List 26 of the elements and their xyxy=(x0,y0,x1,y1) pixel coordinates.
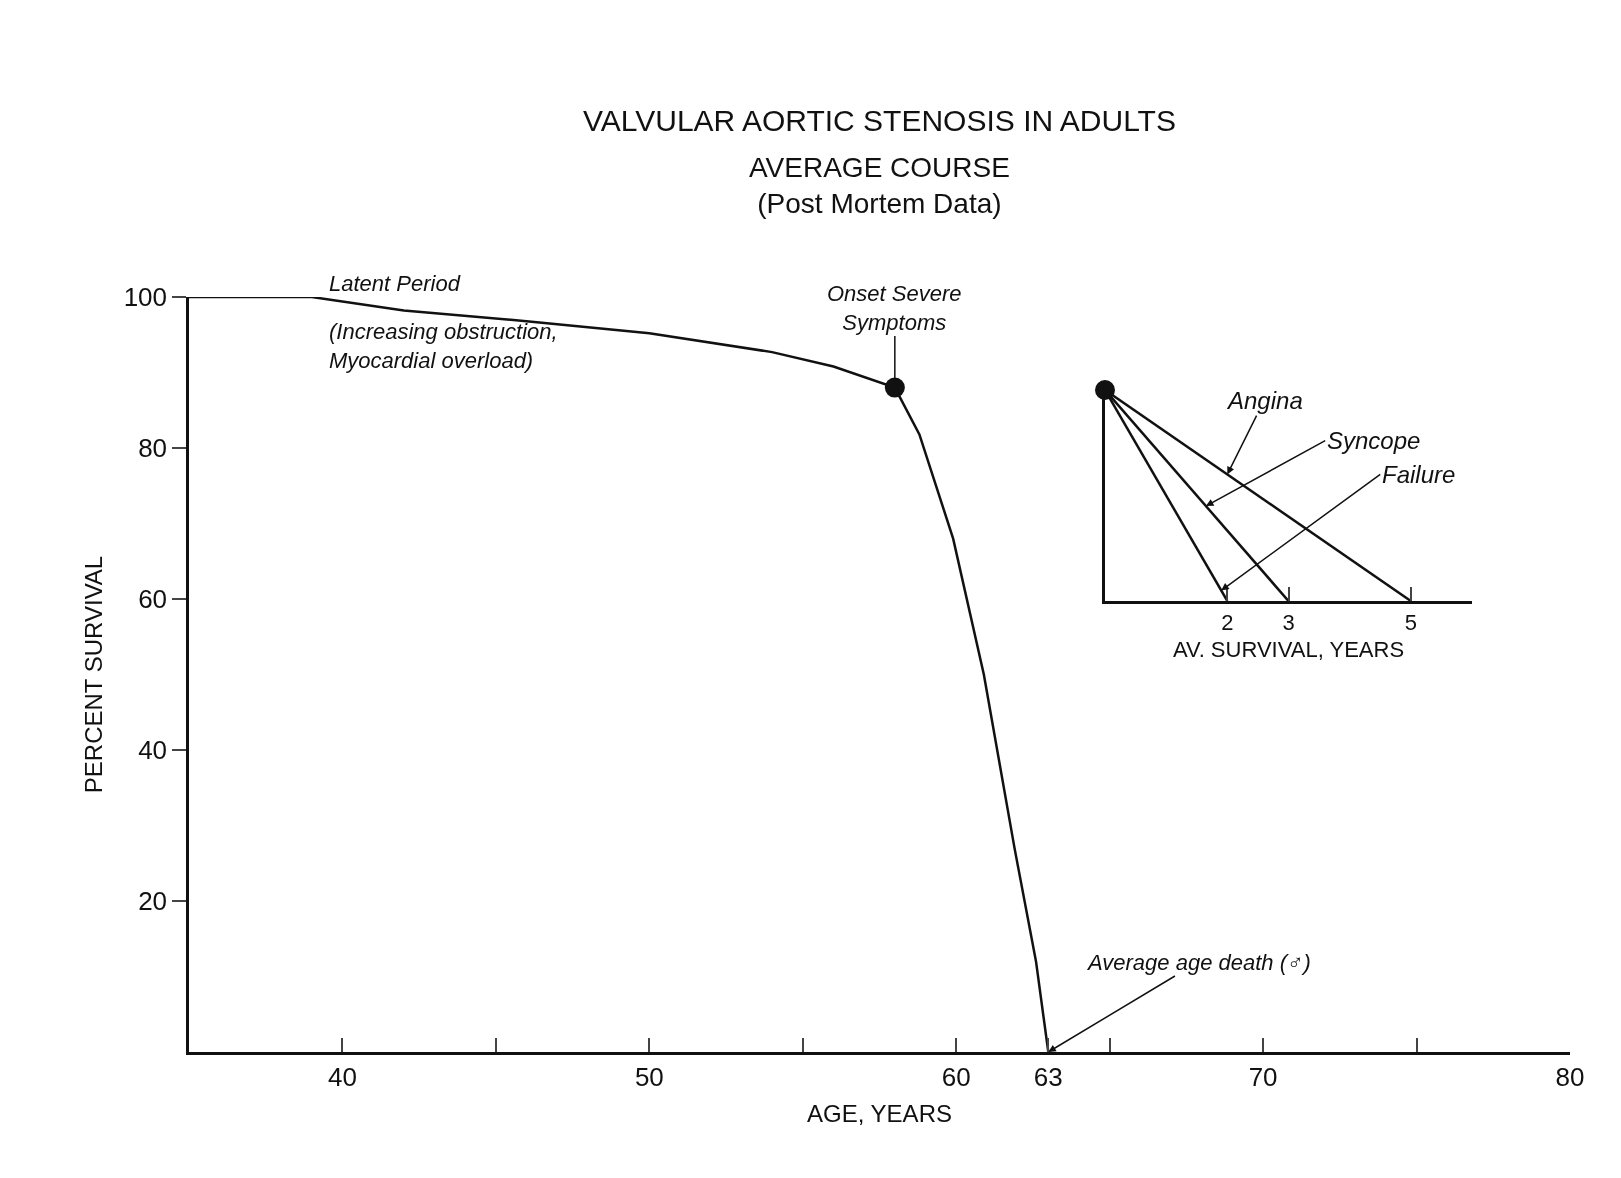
y-tick-label: 40 xyxy=(138,735,168,766)
x-axis-title: AV. SURVIVAL, YEARS xyxy=(1172,637,1405,663)
x-tick-label: 80 xyxy=(1555,1061,1585,1092)
text: Latent Period xyxy=(329,271,461,296)
y-tick-label: 60 xyxy=(138,584,168,615)
y-tick-label: 20 xyxy=(138,886,168,917)
x-tick-label: 70 xyxy=(1248,1061,1278,1092)
x-tick-label: 5 xyxy=(1404,610,1417,636)
x-tick-label: 63 xyxy=(1033,1061,1063,1092)
annotation: (Increasing obstruction, Myocardial overload) xyxy=(329,319,558,373)
chart-subtitle: AVERAGE COURSE (Post Mortem Data) xyxy=(749,152,1010,220)
annotation: Onset Severe Symptoms xyxy=(827,281,962,335)
x-axis-title: AGE, YEARS xyxy=(807,1100,952,1128)
text: Failure xyxy=(1382,461,1456,488)
annotation: Average age death (♂) xyxy=(1086,950,1311,975)
x-tick-label: 2 xyxy=(1221,610,1234,636)
y-tick-label: 100 xyxy=(123,282,168,313)
text: Syncope xyxy=(1327,427,1421,454)
x-tick-label: 60 xyxy=(941,1061,971,1092)
y-axis-title: PERCENT SURVIVAL xyxy=(79,555,107,794)
x-tick-label: 40 xyxy=(327,1061,357,1092)
x-tick-label: 3 xyxy=(1282,610,1295,636)
y-tick-label: 80 xyxy=(138,433,168,464)
text: Angina xyxy=(1226,387,1303,414)
x-tick-label: 50 xyxy=(634,1061,664,1092)
chart-title: VALVULAR AORTIC STENOSIS IN ADULTS xyxy=(583,104,1176,137)
